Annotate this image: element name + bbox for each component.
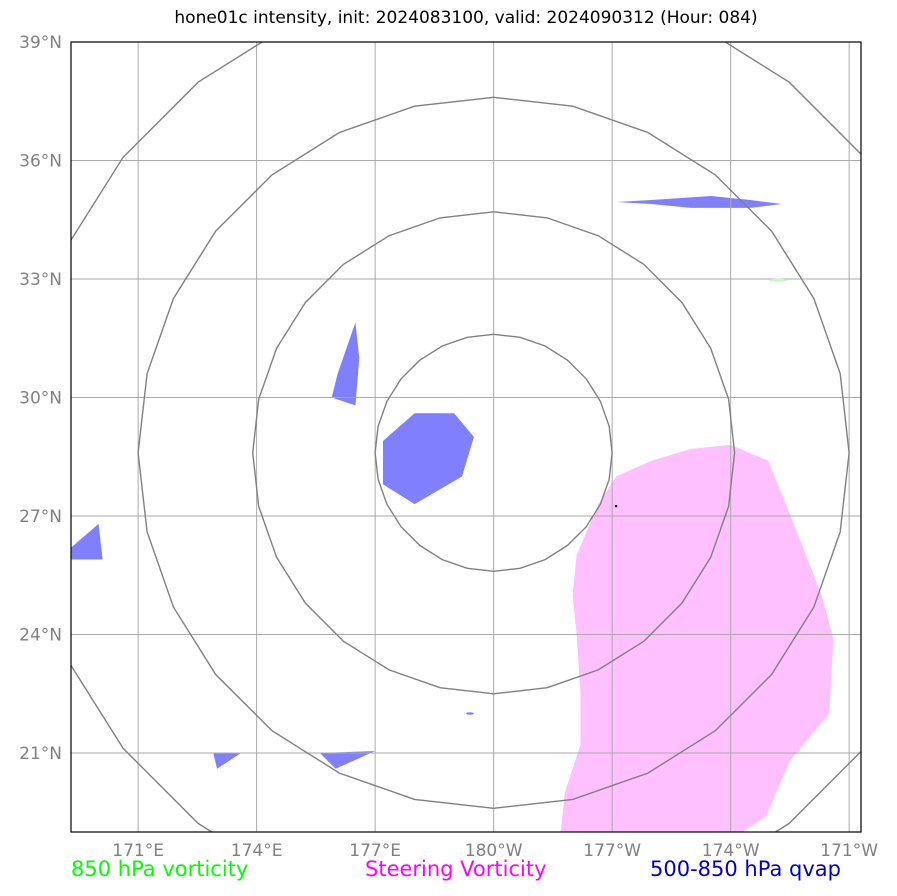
lat-tick-label: 24°N — [19, 626, 62, 646]
lon-tick-label: 177°W — [583, 841, 641, 861]
lon-tick-label: 171°E — [112, 841, 164, 861]
lon-tick-label: 174°W — [702, 841, 760, 861]
range-ring — [71, 42, 861, 832]
lon-tick-label: 174°E — [231, 841, 283, 861]
qvap-region — [331, 322, 360, 406]
lat-tick-label: 27°N — [19, 507, 62, 527]
qvap-region — [71, 523, 103, 560]
lat-tick-label: 30°N — [19, 389, 62, 409]
steering-vorticity-region — [560, 444, 834, 832]
lat-tick-label: 21°N — [19, 744, 62, 764]
legend-steering-vorticity: Steering Vorticity — [365, 857, 547, 881]
lon-tick-label: 171°W — [820, 841, 878, 861]
range-ring — [251, 211, 736, 695]
range-ring — [137, 96, 850, 810]
lat-tick-label: 33°N — [19, 270, 62, 290]
lon-tick-label: 180°W — [465, 841, 523, 861]
qvap-region — [616, 196, 782, 208]
qvap-region — [213, 753, 241, 769]
lat-tick-label: 39°N — [19, 33, 62, 53]
qvap-region — [319, 751, 376, 769]
lat-tick-label: 36°N — [19, 152, 62, 172]
legend-850hpa-vorticity: 850 hPa vorticity — [71, 857, 249, 881]
plot-frame — [70, 41, 862, 833]
vorticity-850-speck — [769, 278, 788, 282]
legend-qvap: 500-850 hPa qvap — [650, 857, 841, 881]
qvap-region — [383, 413, 474, 505]
chart-title: hone01c intensity, init: 2024083100, val… — [174, 8, 758, 28]
qvap-speck — [465, 712, 474, 715]
range-ring — [374, 333, 613, 573]
lon-tick-label: 177°E — [349, 841, 401, 861]
storm-center-dot — [614, 504, 618, 508]
